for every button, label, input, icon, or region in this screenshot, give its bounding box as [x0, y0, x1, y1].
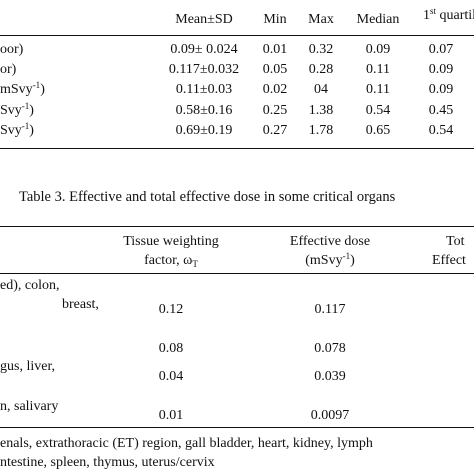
- cell-weighting-factor: 0.12: [158, 302, 184, 317]
- cell-max: 0.28: [308, 62, 334, 77]
- cell-q1: 0.07: [428, 42, 454, 57]
- cell-min: 0.27: [262, 123, 288, 138]
- cell-mean: 0.11±0.03: [175, 82, 233, 97]
- cell-median: 0.11: [366, 62, 390, 77]
- cell-effective-dose: 0.039: [314, 369, 346, 384]
- cell-max: 0.32: [308, 42, 334, 57]
- header-rule: [0, 273, 474, 274]
- row-label: oor): [0, 42, 24, 57]
- header-median: Median: [356, 12, 400, 27]
- organ-label: breast,: [62, 297, 99, 312]
- cell-median: 0.54: [365, 103, 391, 118]
- header-total-line2: Effect: [432, 253, 466, 268]
- cell-min: 0.01: [262, 42, 288, 57]
- cell-min: 0.25: [262, 103, 288, 118]
- header-total-line1: Tot: [446, 234, 465, 249]
- cell-median: 0.11: [366, 82, 390, 97]
- cell-min: 0.05: [262, 62, 288, 77]
- header-rule: [0, 35, 474, 36]
- header-tissue-weighting-line1: Tissue weighting: [123, 234, 219, 249]
- cell-q1: 0.09: [428, 62, 454, 77]
- header-max: Max: [308, 12, 334, 27]
- cell-median: 0.65: [365, 123, 391, 138]
- cell-weighting-factor: 0.01: [158, 408, 184, 423]
- table-caption: Table 3. Effective and total effective d…: [19, 189, 396, 205]
- cell-q1: 0.45: [428, 103, 454, 118]
- cell-min: 0.02: [262, 82, 288, 97]
- cell-mean: 0.117±0.032: [168, 62, 240, 77]
- footnote-line: enals, extrathoracic (ET) region, gall b…: [0, 436, 373, 451]
- row-label: Svy-1): [0, 121, 34, 139]
- organ-label: ed), colon,: [0, 278, 60, 293]
- row-rule: [0, 427, 474, 428]
- cell-max: 1.38: [308, 103, 334, 118]
- cell-weighting-factor: 0.04: [158, 369, 184, 384]
- header-effective-dose-line2: (mSvy-1): [305, 251, 355, 269]
- cell-max: 1.78: [308, 123, 334, 138]
- header-tissue-weighting-line2: factor, ωT: [144, 253, 198, 269]
- cell-q1: 0.09: [428, 82, 454, 97]
- row-label: mSvy-1): [0, 80, 45, 98]
- cell-mean: 0.69±0.19: [175, 123, 233, 138]
- header-min: Min: [263, 12, 287, 27]
- organ-label: n, salivary: [0, 399, 59, 414]
- cell-mean: 0.58±0.16: [175, 103, 233, 118]
- cell-effective-dose: 0.117: [314, 302, 346, 317]
- header-first-quartile: 1st quartile: [423, 6, 474, 24]
- footnote-line: ntestine, spleen, thymus, uterus/cervix: [0, 455, 215, 470]
- row-label: Svy-1): [0, 101, 34, 119]
- organ-label: gus, liver,: [0, 359, 56, 374]
- row-label: or): [0, 62, 17, 77]
- cell-effective-dose: 0.078: [314, 341, 346, 356]
- bottom-rule: [0, 148, 474, 149]
- cell-weighting-factor: 0.08: [158, 341, 184, 356]
- header-mean-sd: Mean±SD: [175, 12, 233, 27]
- top-rule: [0, 226, 474, 227]
- cell-mean: 0.09± 0.024: [170, 42, 238, 57]
- cell-max: 04: [314, 82, 328, 97]
- cell-median: 0.09: [365, 42, 391, 57]
- header-effective-dose-line1: Effective dose: [289, 234, 371, 249]
- cell-q1: 0.54: [428, 123, 454, 138]
- cell-effective-dose: 0.0097: [310, 408, 350, 423]
